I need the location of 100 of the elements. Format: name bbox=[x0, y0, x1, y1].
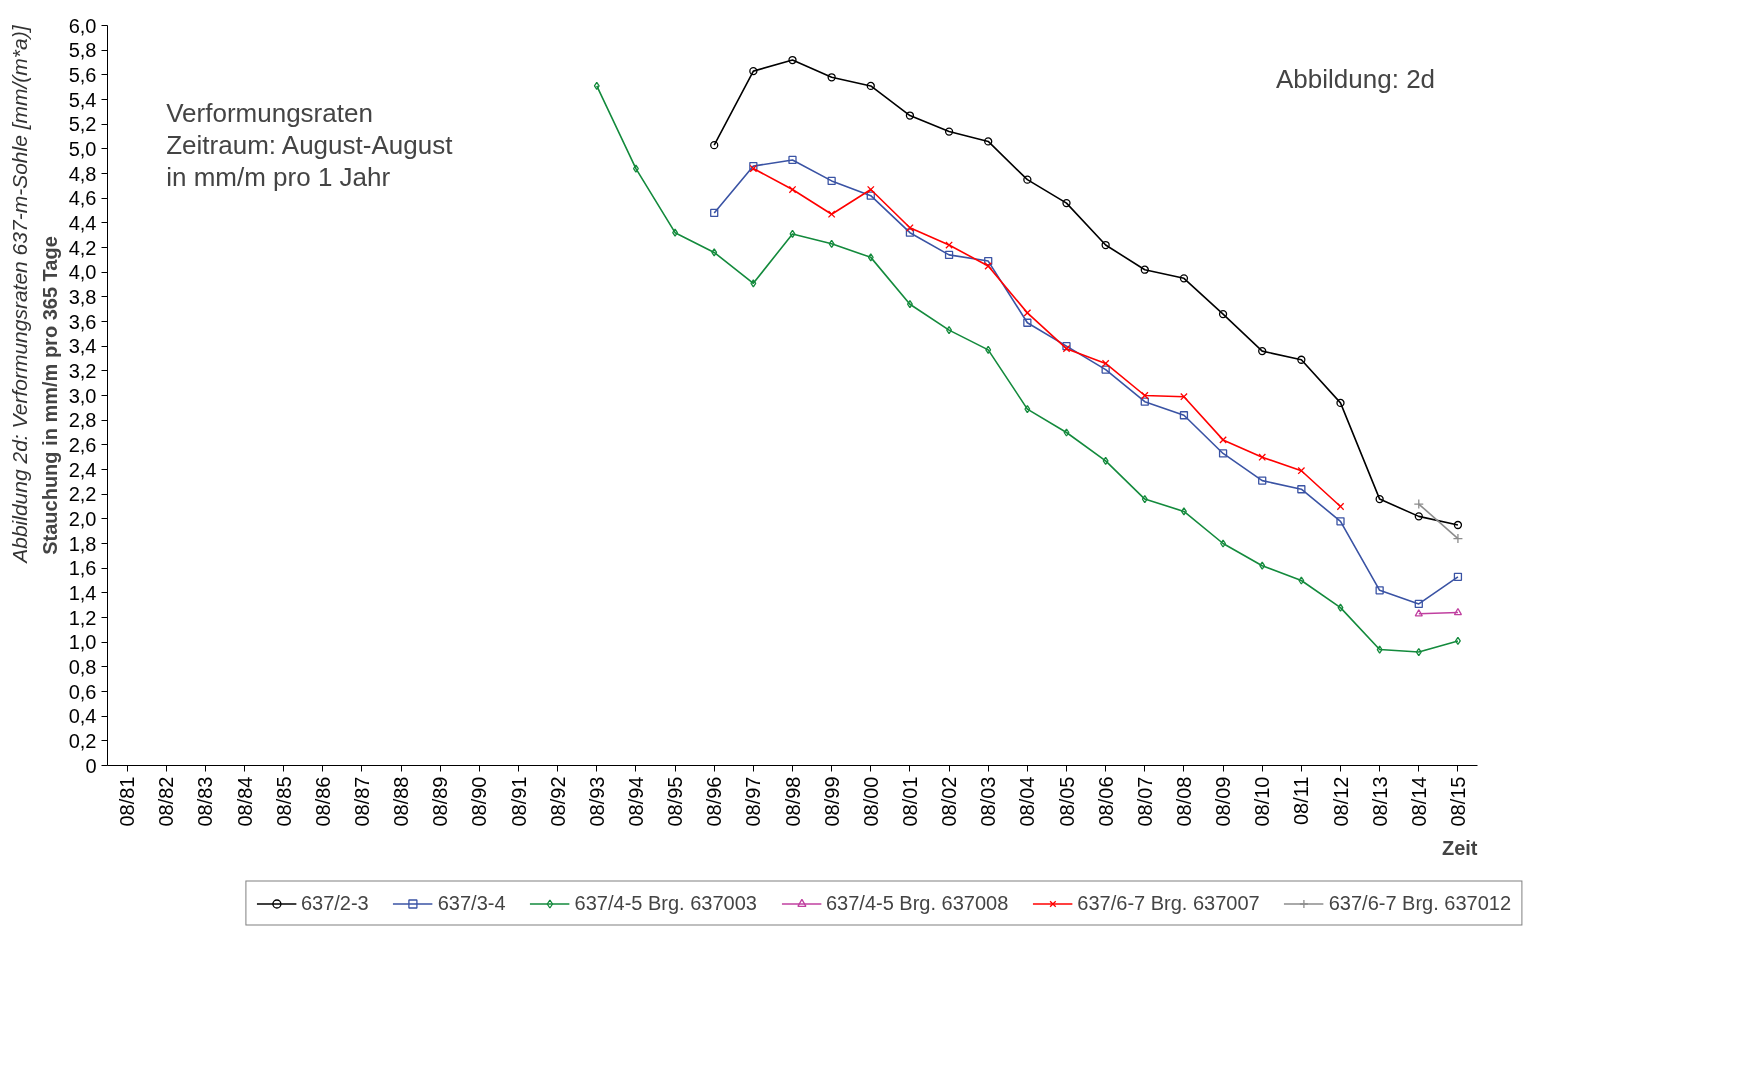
x-tick-label: 08/08 bbox=[1172, 776, 1195, 827]
y-tick-label: 0 bbox=[85, 754, 97, 777]
point bbox=[593, 81, 600, 91]
y-tick-label: 4,2 bbox=[68, 236, 97, 259]
x-tick-label: 08/05 bbox=[1055, 776, 1078, 827]
y-tick-label: 5,0 bbox=[68, 137, 97, 160]
text: Abbildung 2d: Verformungsraten 637-m-Sohle [mm/(m*a)] bbox=[7, 24, 31, 565]
point bbox=[906, 300, 913, 309]
x-tick-label: 08/04 bbox=[1016, 776, 1039, 827]
point bbox=[788, 55, 797, 65]
y-tick-label: 3,8 bbox=[68, 285, 97, 308]
x-tick-label: 08/02 bbox=[938, 776, 961, 827]
point bbox=[866, 185, 875, 194]
x-tick-label: 08/00 bbox=[859, 776, 882, 827]
point bbox=[1218, 309, 1228, 319]
point bbox=[1413, 498, 1424, 510]
y-tick-label: 0,6 bbox=[68, 680, 97, 703]
annotation: Verformungsraten bbox=[166, 97, 373, 128]
point bbox=[1062, 198, 1071, 208]
annotation: in mm/m pro 1 Jahr bbox=[166, 161, 391, 192]
point bbox=[1258, 476, 1267, 485]
x-tick-label: 08/95 bbox=[664, 776, 687, 827]
point bbox=[1336, 517, 1345, 526]
y-tick-label: 4,4 bbox=[68, 211, 97, 234]
y-tick-label: 5,4 bbox=[68, 88, 97, 111]
x-tick-label: 08/96 bbox=[703, 776, 726, 827]
point bbox=[1259, 561, 1266, 570]
y-tick-label: 4,0 bbox=[68, 261, 97, 284]
y-tick-label: 5,2 bbox=[68, 113, 97, 136]
point bbox=[1180, 507, 1187, 516]
point bbox=[710, 140, 719, 150]
point bbox=[749, 66, 758, 76]
x-tick-label: 08/85 bbox=[272, 776, 295, 827]
x-tick-label: 08/14 bbox=[1407, 776, 1430, 827]
legend-label: 637/4-5 Brg. 637003 bbox=[574, 891, 757, 915]
y-tick-label: 0,8 bbox=[68, 655, 97, 678]
y-tick-label: 4,6 bbox=[68, 187, 97, 210]
y-tick-label: 3,0 bbox=[68, 384, 97, 407]
point bbox=[1297, 485, 1306, 494]
x-tick-label: 08/01 bbox=[898, 776, 921, 827]
point bbox=[1179, 411, 1189, 420]
x-tick-label: 08/86 bbox=[311, 776, 334, 827]
point bbox=[1023, 175, 1032, 184]
point bbox=[1414, 512, 1423, 521]
point bbox=[1101, 240, 1110, 250]
point bbox=[1063, 428, 1070, 437]
x-tick-label: 08/15 bbox=[1446, 776, 1469, 827]
y-tick-label: 2,6 bbox=[68, 433, 97, 456]
x-tick-label: 08/81 bbox=[116, 776, 139, 827]
point bbox=[1297, 466, 1306, 475]
point bbox=[1218, 449, 1228, 458]
point bbox=[984, 262, 993, 270]
y-tick-label: 1,6 bbox=[68, 557, 97, 580]
point bbox=[905, 111, 915, 120]
point bbox=[1220, 539, 1227, 548]
y-tick-label: 0,4 bbox=[68, 705, 97, 728]
x-tick-label: 08/03 bbox=[977, 776, 1000, 827]
y-tick-label: 6,0 bbox=[68, 14, 97, 37]
point bbox=[1180, 392, 1188, 401]
point bbox=[1414, 599, 1423, 609]
point bbox=[828, 239, 835, 248]
point bbox=[827, 210, 836, 219]
point bbox=[1179, 274, 1189, 283]
legend-label: 637/6-7 Brg. 637007 bbox=[1077, 891, 1260, 915]
point bbox=[985, 345, 992, 355]
y-tick-label: 2,4 bbox=[68, 458, 97, 481]
point bbox=[1140, 397, 1149, 406]
y-tick-label: 1,8 bbox=[68, 532, 97, 555]
point bbox=[984, 137, 993, 146]
x-tick-label: 08/89 bbox=[429, 776, 452, 827]
point bbox=[789, 229, 796, 239]
point bbox=[1337, 603, 1344, 612]
y-tick-label: 1,2 bbox=[68, 606, 97, 629]
y-tick-label: 4,8 bbox=[68, 162, 97, 185]
x-tick-label: 08/97 bbox=[742, 776, 765, 827]
point bbox=[944, 250, 954, 260]
point bbox=[1101, 359, 1110, 368]
legend-label: 637/2-3 bbox=[300, 891, 369, 915]
x-tick-label: 08/87 bbox=[350, 776, 373, 827]
point bbox=[906, 223, 914, 232]
point bbox=[1023, 309, 1032, 317]
point bbox=[672, 228, 679, 237]
x-tick-label: 08/91 bbox=[507, 776, 530, 827]
x-axis-title: Zeit bbox=[1441, 836, 1478, 859]
point bbox=[1102, 456, 1109, 466]
y-tick-label: 3,6 bbox=[68, 310, 97, 333]
point bbox=[1375, 494, 1384, 504]
x-tick-label: 08/93 bbox=[585, 776, 608, 827]
annotation: Zeitraum: August-August bbox=[166, 129, 454, 160]
annotation: Abbildung: 2d bbox=[1276, 63, 1436, 94]
point bbox=[1219, 436, 1227, 444]
x-tick-label: 08/84 bbox=[233, 776, 256, 827]
point bbox=[1101, 365, 1110, 374]
y-tick-label: 2,2 bbox=[68, 483, 97, 506]
point bbox=[984, 256, 993, 266]
point bbox=[1336, 502, 1345, 511]
x-tick-label: 08/88 bbox=[390, 776, 413, 827]
point bbox=[1452, 533, 1464, 544]
x-tick-label: 08/82 bbox=[155, 776, 178, 827]
point bbox=[827, 176, 836, 186]
